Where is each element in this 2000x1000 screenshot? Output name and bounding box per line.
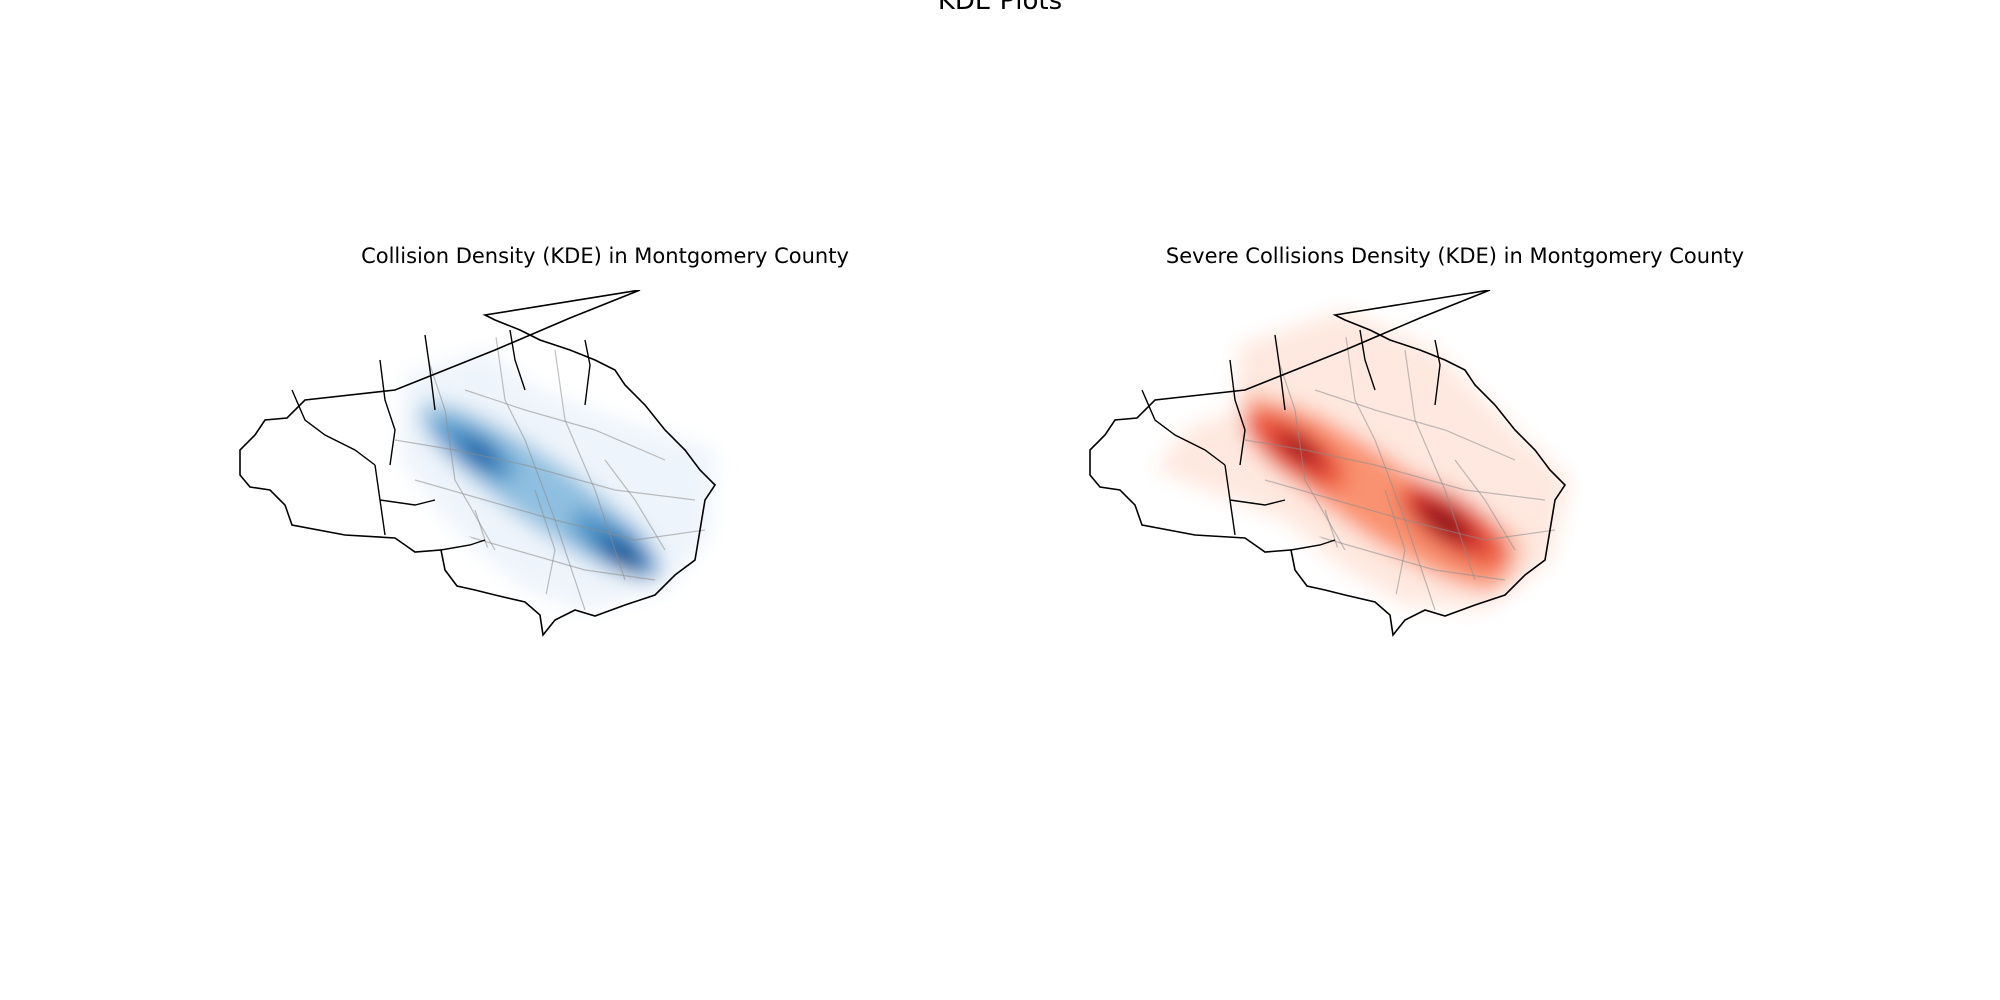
figure-suptitle: KDE Plots bbox=[937, 0, 1063, 16]
panel-title: Collision Density (KDE) in Montgomery Co… bbox=[361, 244, 849, 268]
panel-title: Severe Collisions Density (KDE) in Montg… bbox=[1165, 244, 1745, 268]
county-map bbox=[1089, 290, 1570, 637]
county-outline bbox=[1089, 290, 1567, 637]
kde-level-5 bbox=[460, 437, 500, 469]
tract-boundaries bbox=[1244, 329, 1556, 611]
kde-peak-b bbox=[1424, 506, 1466, 538]
county-map bbox=[239, 290, 717, 637]
district-boundaries bbox=[291, 329, 591, 551]
county-outline bbox=[239, 290, 717, 637]
kde-peak bbox=[612, 547, 638, 567]
district-boundaries bbox=[1141, 329, 1441, 551]
severe-collisions-density-panel: Severe Collisions Density (KDE) in Montg… bbox=[1045, 230, 1865, 750]
collision-density-panel: Collision Density (KDE) in Montgomery Co… bbox=[195, 230, 1015, 750]
kde-density-layer bbox=[400, 350, 715, 610]
tract-boundaries bbox=[394, 329, 706, 611]
